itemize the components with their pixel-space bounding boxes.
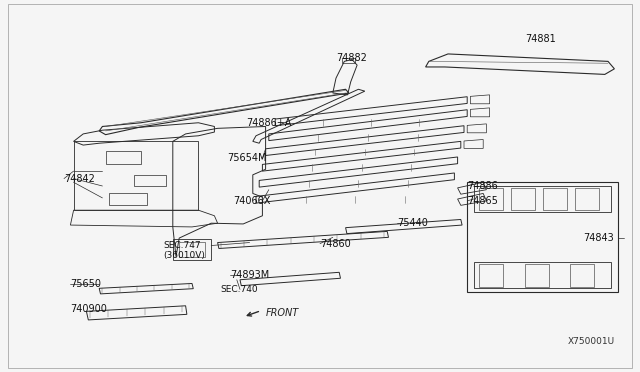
Text: SEC.740: SEC.740 — [221, 285, 259, 294]
Text: 74842: 74842 — [64, 174, 95, 183]
Text: X750001U: X750001U — [567, 337, 614, 346]
Text: 74881: 74881 — [525, 34, 556, 44]
Text: 74865: 74865 — [467, 196, 498, 206]
Text: 74860: 74860 — [320, 239, 351, 248]
Text: FRONT: FRONT — [266, 308, 299, 318]
Text: 75650: 75650 — [70, 279, 101, 289]
Text: 740900: 740900 — [70, 304, 108, 314]
Text: (36010V): (36010V) — [163, 251, 205, 260]
Text: 74886+A: 74886+A — [246, 118, 292, 128]
Text: 74886: 74886 — [467, 181, 498, 191]
Text: 75654M: 75654M — [227, 153, 267, 163]
Text: 74882: 74882 — [336, 53, 367, 62]
Text: SEC.747: SEC.747 — [163, 241, 201, 250]
Text: 74066X: 74066X — [234, 196, 271, 206]
Text: 75440: 75440 — [397, 218, 428, 228]
Text: 74893M: 74893M — [230, 270, 269, 280]
Text: 74843: 74843 — [584, 233, 614, 243]
